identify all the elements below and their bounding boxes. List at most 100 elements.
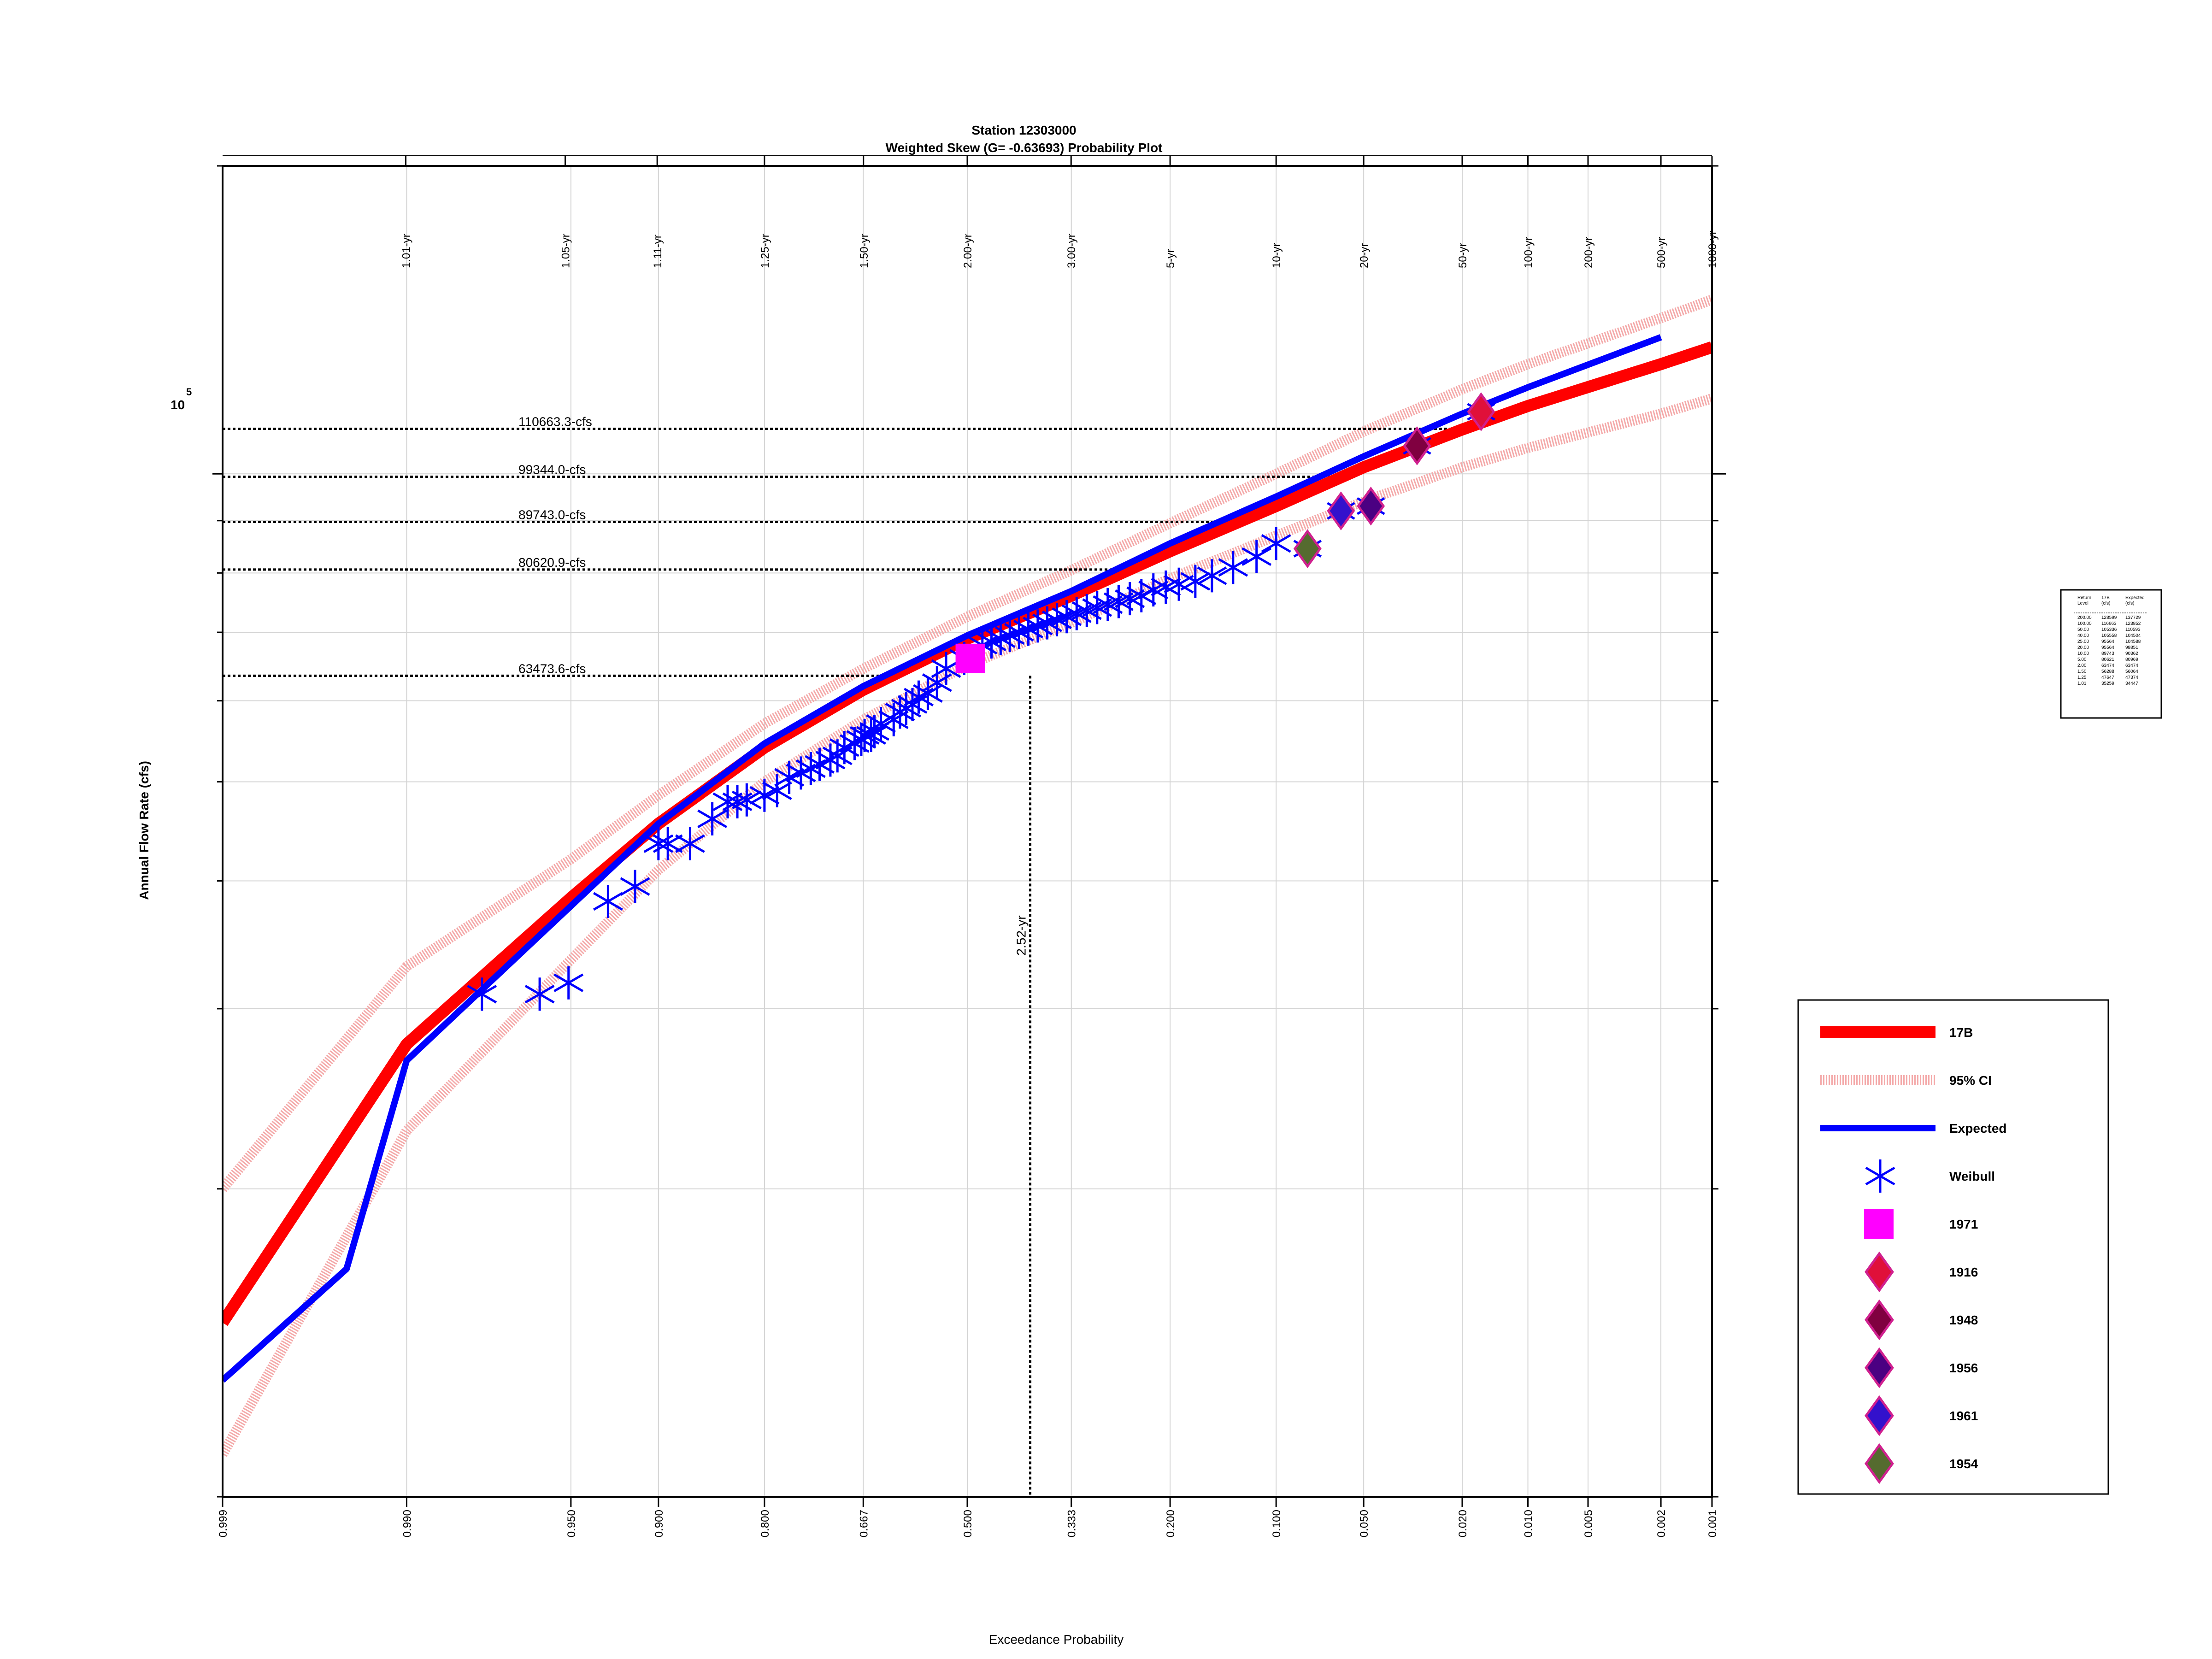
legend-label-1948: 1948 [1949, 1313, 1978, 1327]
summary-table-cell: 110593 [2125, 627, 2141, 632]
summary-table-cell: 200.00 [2077, 615, 2092, 620]
legend-label-1954: 1954 [1949, 1457, 1978, 1471]
legend-swatch-1956 [1865, 1347, 1894, 1388]
ci-band-lines [223, 294, 1712, 1457]
summary-table-cell: 105336 [2101, 627, 2117, 632]
weibull-point [762, 774, 792, 807]
summary-table-cell: 104504 [2125, 633, 2141, 638]
summary-table-cell: 5.00 [2077, 657, 2087, 662]
weibull-point [1180, 565, 1211, 598]
return-period-tick-label: 1.25-yr [759, 234, 771, 268]
summary-table-cell: 35259 [2101, 681, 2114, 686]
summary-table-cell: 137729 [2125, 615, 2141, 620]
summary-table-cell: 1.25 [2077, 675, 2087, 680]
summary-table-cell: 105558 [2101, 633, 2117, 638]
legend-swatch-1948 [1865, 1299, 1894, 1341]
summary-table-cell: 90362 [2125, 651, 2138, 656]
summary-table-cell: 98851 [2125, 645, 2138, 650]
summary-table-cell: 80969 [2125, 657, 2138, 662]
x-tick-label: 0.333 [1066, 1510, 1078, 1537]
summary-table-cell: 47647 [2101, 675, 2114, 680]
legend-swatch-weibull [1865, 1159, 1895, 1193]
y-axis-label: Annual Flow Rate (cfs) [137, 761, 151, 900]
summary-table-cell: 104588 [2125, 639, 2141, 644]
summary-table-header: (cfs) [2101, 601, 2110, 606]
x-tick-label: 0.950 [565, 1510, 578, 1537]
summary-table-cell: 56288 [2101, 669, 2114, 674]
y-axis-tick-label: 10 5 [171, 386, 192, 412]
legend-swatch-1971 [1864, 1209, 1894, 1239]
legend-label-Expected: Expected [1949, 1121, 2007, 1135]
reference-line-label: 110663.3-cfs [518, 415, 592, 429]
summary-table-cell: 50.00 [2077, 627, 2089, 632]
legend-swatch-1954 [1865, 1443, 1894, 1484]
x-tick-label: 0.002 [1655, 1510, 1668, 1537]
summary-table-cell: 47374 [2125, 675, 2138, 680]
chart-subtitle: Weighted Skew (G= -0.63693) Probability … [886, 141, 1163, 155]
weibull-point [1115, 582, 1145, 616]
summary-table-cell: 95564 [2101, 645, 2114, 650]
marker-1948 [1403, 426, 1431, 465]
legend-label-95% CI: 95% CI [1949, 1073, 1992, 1088]
return-period-tick-label: 200-yr [1583, 237, 1595, 268]
marker-1954 [1293, 529, 1322, 568]
weibull-point [593, 884, 623, 918]
summary-table-cell: 80621 [2101, 657, 2114, 662]
weibull-point [653, 827, 683, 860]
vertical-marker-label: 2.52-yr [1014, 915, 1029, 955]
summary-table-cell: 63474 [2101, 663, 2114, 668]
summary-table-cell: 128599 [2101, 615, 2117, 620]
legend-label-17B: 17B [1949, 1025, 1973, 1040]
summary-table-cell: 116663 [2101, 621, 2117, 626]
x-tick-label: 0.050 [1358, 1510, 1371, 1537]
summary-table-header: (cfs) [2125, 601, 2134, 606]
summary-table-header: Return [2077, 595, 2091, 600]
x-tick-label: 0.500 [962, 1510, 974, 1537]
weibull-point [1093, 588, 1123, 622]
y-tick-base: 10 [171, 398, 185, 412]
weibull-point [1197, 559, 1227, 593]
summary-table-cell: 63474 [2125, 663, 2138, 668]
x-tick-label: 0.010 [1523, 1510, 1535, 1537]
weibull-point [1103, 585, 1134, 618]
line-17b [223, 341, 1712, 1326]
summary-table-cell: 10.00 [2077, 651, 2089, 656]
summary-table-cell: 40.00 [2077, 633, 2089, 638]
legend-label-1956: 1956 [1949, 1361, 1978, 1375]
weibull-point [731, 783, 762, 817]
legend-label-1961: 1961 [1949, 1409, 1978, 1423]
axis-ticks: 0.999 0.990 0.950 0.900 0.800 0.667 0.500 0.333… [212, 155, 1726, 1537]
reference-lines: 110663.3-cfs 99344.0-cfs 89743.0-cfs 80620.… [223, 415, 1464, 1497]
highlight-markers [955, 392, 1495, 673]
summary-table-header: Expected [2125, 595, 2145, 600]
x-tick-label: 0.005 [1583, 1510, 1595, 1537]
return-period-tick-label: 500-yr [1655, 237, 1668, 268]
ci-upper-line [223, 294, 1712, 1192]
return-period-tick-label: 1.11-yr [652, 235, 664, 268]
weibull-point [467, 977, 497, 1011]
weibull-point [675, 827, 705, 860]
x-axis-label: Exceedance Probability [989, 1632, 1124, 1647]
summary-table-cell: 2.00 [2077, 663, 2087, 668]
summary-table-cell: 56064 [2125, 669, 2138, 674]
summary-table-cell: 34447 [2125, 681, 2138, 686]
return-period-tick-label: 1.05-yr [560, 234, 572, 268]
return-period-tick-label: 2.00-yr [962, 234, 974, 268]
legend-frame [1797, 999, 2109, 1495]
x-tick-label: 0.100 [1271, 1510, 1283, 1537]
marker-1916 [1467, 392, 1495, 431]
summary-table-cell: 1.01 [2077, 681, 2087, 686]
legend-label-Weibull: Weibull [1949, 1169, 1995, 1183]
weibull-point [1218, 551, 1248, 584]
return-period-tick-label: 10-yr [1271, 243, 1283, 268]
weibull-point [524, 977, 555, 1011]
chart-title: Station 12303000 [971, 123, 1076, 137]
marker-1956 [1357, 486, 1385, 526]
y-tick-exponent: 5 [186, 386, 192, 398]
legend-label-1971: 1971 [1949, 1217, 1978, 1231]
legend: 17B 95% CI Expected Weibull 1971 1916 1948 1956… [1797, 999, 2109, 1495]
fitted-lines [223, 334, 1712, 1383]
return-period-tick-label: 5-yr [1165, 249, 1177, 268]
x-tick-label: 0.667 [858, 1510, 870, 1537]
